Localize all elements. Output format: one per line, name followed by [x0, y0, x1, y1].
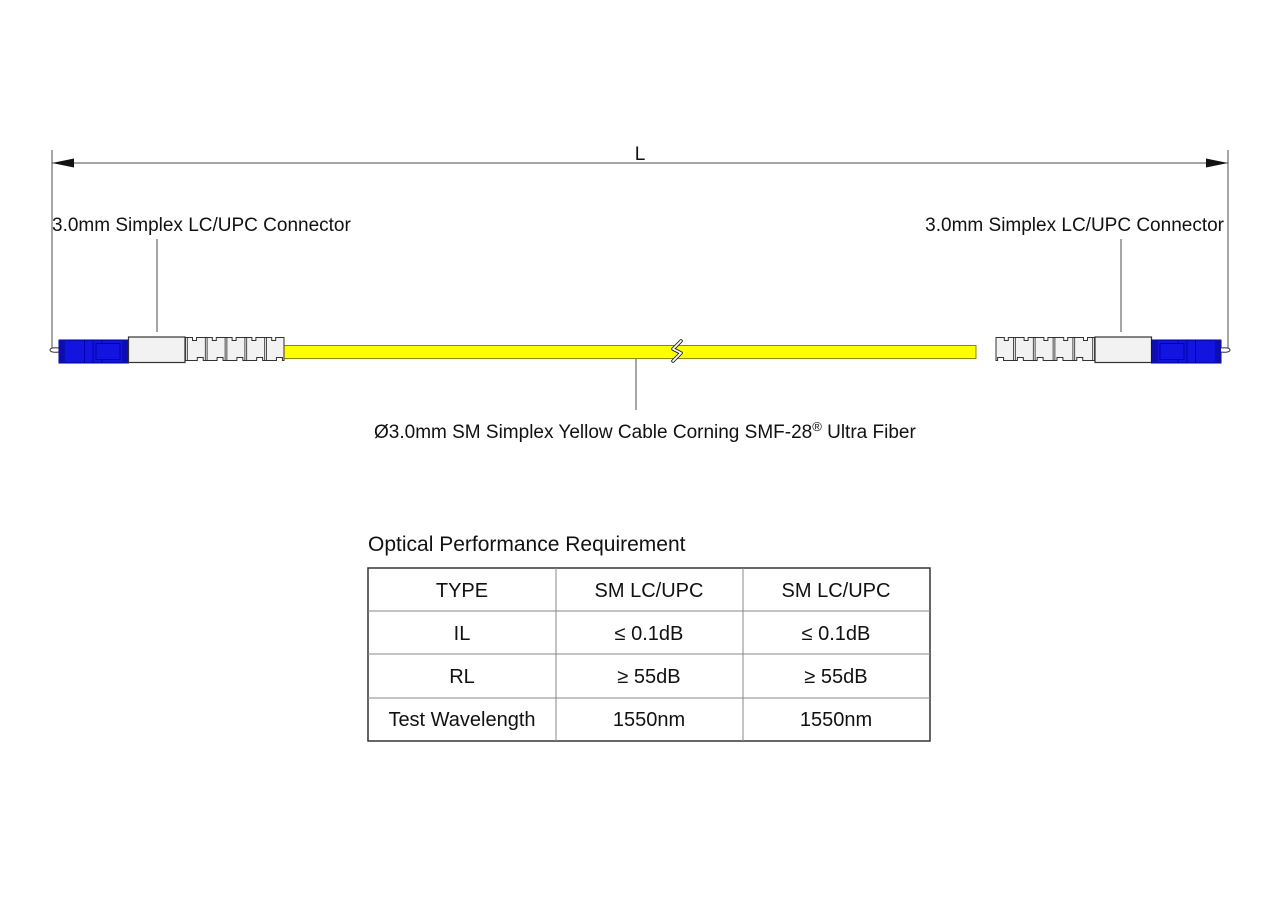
svg-text:RL: RL	[449, 666, 475, 688]
svg-text:1550nm: 1550nm	[613, 709, 685, 731]
svg-text:3.0mm Simplex LC/UPC Connector: 3.0mm Simplex LC/UPC Connector	[52, 215, 351, 236]
svg-text:≤ 0.1dB: ≤ 0.1dB	[615, 623, 684, 645]
svg-text:≥ 55dB: ≥ 55dB	[617, 666, 680, 688]
svg-text:Test Wavelength: Test Wavelength	[388, 709, 535, 731]
svg-text:SM LC/UPC: SM LC/UPC	[782, 580, 891, 602]
svg-text:Optical Performance Requiremen: Optical Performance Requirement	[368, 533, 686, 556]
svg-text:≤ 0.1dB: ≤ 0.1dB	[802, 623, 871, 645]
svg-text:3.0mm Simplex LC/UPC Connector: 3.0mm Simplex LC/UPC Connector	[925, 215, 1224, 236]
svg-text:L: L	[635, 144, 646, 165]
svg-text:1550nm: 1550nm	[800, 709, 872, 731]
svg-text:Ø3.0mm SM Simplex Yellow Cable: Ø3.0mm SM Simplex Yellow Cable Corning S…	[374, 419, 916, 444]
svg-text:SM LC/UPC: SM LC/UPC	[595, 580, 704, 602]
svg-text:TYPE: TYPE	[436, 580, 488, 602]
svg-text:IL: IL	[454, 623, 471, 645]
svg-text:≥ 55dB: ≥ 55dB	[804, 666, 867, 688]
